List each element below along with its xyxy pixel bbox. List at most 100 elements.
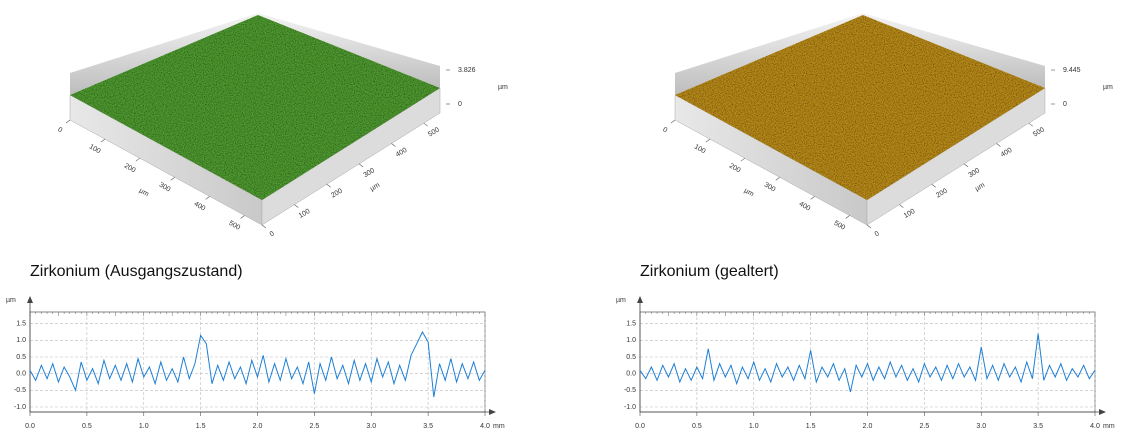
y-tick-label: 400 bbox=[395, 147, 409, 159]
y-tick-label: 100 bbox=[903, 208, 917, 220]
y-tick-label: -0.5 bbox=[14, 387, 26, 394]
y-tick bbox=[294, 205, 298, 208]
x-tick bbox=[171, 177, 175, 180]
y-axis-unit: µm bbox=[6, 297, 16, 304]
y-tick-label: 1.5 bbox=[626, 321, 636, 328]
x-tick bbox=[776, 177, 780, 180]
x-tick-label: 2.0 bbox=[253, 423, 263, 430]
y-tick bbox=[262, 225, 266, 228]
z-tick-label: 0 bbox=[458, 101, 462, 108]
y-tick-label: -1.0 bbox=[624, 404, 636, 411]
y-tick-label: 400 bbox=[1000, 147, 1014, 159]
y-tick-label: -0.5 bbox=[624, 387, 636, 394]
x-tick-label: 400 bbox=[193, 201, 207, 213]
y-tick bbox=[996, 144, 1000, 147]
x-tick-label: 0.0 bbox=[635, 423, 645, 430]
z-tick-label: 9.445 bbox=[1063, 67, 1081, 74]
x-tick-label: 3.5 bbox=[1033, 423, 1043, 430]
y-tick bbox=[867, 225, 871, 228]
x-tick-label: 3.5 bbox=[423, 423, 433, 430]
y-tick-label: 0.0 bbox=[16, 371, 26, 378]
x-tick-label: 200 bbox=[728, 163, 742, 175]
x-tick-label: 0.0 bbox=[25, 423, 35, 430]
x-tick-label: 300 bbox=[763, 182, 777, 194]
y-tick bbox=[327, 184, 331, 187]
x-tick-label: 2.0 bbox=[863, 423, 873, 430]
profile-chart: Zirkonium (Ausgangszustand) 1.5 1.0 0.5 0.0 -… bbox=[6, 263, 505, 430]
y-arrow bbox=[27, 296, 33, 303]
y-tick bbox=[359, 164, 363, 167]
x-tick-label: 1.0 bbox=[749, 423, 759, 430]
x-tick-label: 1.5 bbox=[196, 423, 206, 430]
y-tick-label: 0.0 bbox=[626, 371, 636, 378]
y-tick-label: 0.5 bbox=[16, 354, 26, 361]
x-tick-label: 500 bbox=[228, 220, 242, 232]
y-tick-label: 1.0 bbox=[626, 337, 636, 344]
x-axis-unit: mm bbox=[493, 423, 505, 430]
profile-chart: Zirkonium (gealtert) 1.5 1.0 0.5 0.0 -0.5 -1.0… bbox=[616, 263, 1115, 430]
y-tick bbox=[424, 123, 428, 126]
y-tick-label: 300 bbox=[967, 167, 981, 179]
x-tick bbox=[101, 139, 105, 142]
y-tick-label: 0 bbox=[269, 230, 276, 238]
y-tick-label: 200 bbox=[935, 188, 949, 200]
chart-title: Zirkonium (Ausgangszustand) bbox=[30, 263, 243, 280]
y-tick bbox=[391, 144, 395, 147]
x-arrow bbox=[489, 409, 496, 415]
x-tick-label: 3.0 bbox=[366, 423, 376, 430]
surface-3d: 0100200300400500µm0100200300400500µm3.82… bbox=[56, 13, 508, 238]
y-tick bbox=[899, 205, 903, 208]
y-axis-unit: µm bbox=[974, 182, 986, 193]
x-tick bbox=[846, 215, 850, 218]
chart-title: Zirkonium (gealtert) bbox=[640, 263, 779, 280]
x-tick bbox=[66, 120, 70, 123]
y-tick-label: 1.0 bbox=[16, 337, 26, 344]
x-axis-unit: µm bbox=[138, 187, 150, 198]
y-tick-label: 0 bbox=[874, 230, 881, 238]
x-tick-label: 2.5 bbox=[310, 423, 320, 430]
x-tick-label: 4.0 bbox=[480, 423, 490, 430]
y-tick-label: 100 bbox=[298, 208, 312, 220]
x-tick-label: 400 bbox=[798, 201, 812, 213]
y-axis-unit: µm bbox=[369, 182, 381, 193]
y-tick-label: 500 bbox=[427, 126, 441, 138]
y-tick bbox=[1029, 123, 1033, 126]
x-tick-label: 0.5 bbox=[82, 423, 92, 430]
x-tick-label: 1.5 bbox=[806, 423, 816, 430]
x-tick bbox=[206, 196, 210, 199]
x-axis-unit: mm bbox=[1103, 423, 1115, 430]
x-tick-label: 200 bbox=[123, 163, 137, 175]
x-tick bbox=[241, 215, 245, 218]
y-axis-unit: µm bbox=[616, 297, 626, 304]
y-tick-label: 1.5 bbox=[16, 321, 26, 328]
x-tick-label: 1.0 bbox=[139, 423, 149, 430]
y-arrow bbox=[637, 296, 643, 303]
x-tick-label: 3.0 bbox=[976, 423, 986, 430]
y-tick-label: 200 bbox=[330, 188, 344, 200]
surface-top bbox=[675, 15, 1045, 200]
x-tick-label: 4.0 bbox=[1090, 423, 1100, 430]
y-tick-label: 300 bbox=[362, 167, 376, 179]
x-tick bbox=[811, 196, 815, 199]
z-axis-unit: µm bbox=[1103, 84, 1113, 91]
x-tick bbox=[741, 158, 745, 161]
x-tick-label: 100 bbox=[693, 143, 707, 155]
x-tick-label: 500 bbox=[833, 220, 847, 232]
z-tick-label: 0 bbox=[1063, 101, 1067, 108]
z-tick-label: 3.826 bbox=[458, 67, 476, 74]
z-axis-unit: µm bbox=[498, 84, 508, 91]
x-tick-label: 0 bbox=[661, 126, 668, 134]
y-tick-label: 500 bbox=[1032, 126, 1046, 138]
x-tick-label: 0 bbox=[56, 126, 63, 134]
x-arrow bbox=[1099, 409, 1106, 415]
x-tick-label: 2.5 bbox=[920, 423, 930, 430]
y-tick-label: -1.0 bbox=[14, 404, 26, 411]
surface-top bbox=[70, 15, 440, 200]
figure: 0 100 200 300 400 500 µm 0 100 200 300 400 500 µm 3.82… bbox=[0, 0, 1124, 436]
x-axis-unit: µm bbox=[743, 187, 755, 198]
y-tick-label: 0.5 bbox=[626, 354, 636, 361]
x-tick bbox=[706, 139, 710, 142]
x-tick bbox=[671, 120, 675, 123]
y-tick bbox=[932, 184, 936, 187]
surface-3d: 0 100 200 300 400 500 µm 0 100 200 300 400 500 µm 9.44… bbox=[661, 13, 1113, 238]
